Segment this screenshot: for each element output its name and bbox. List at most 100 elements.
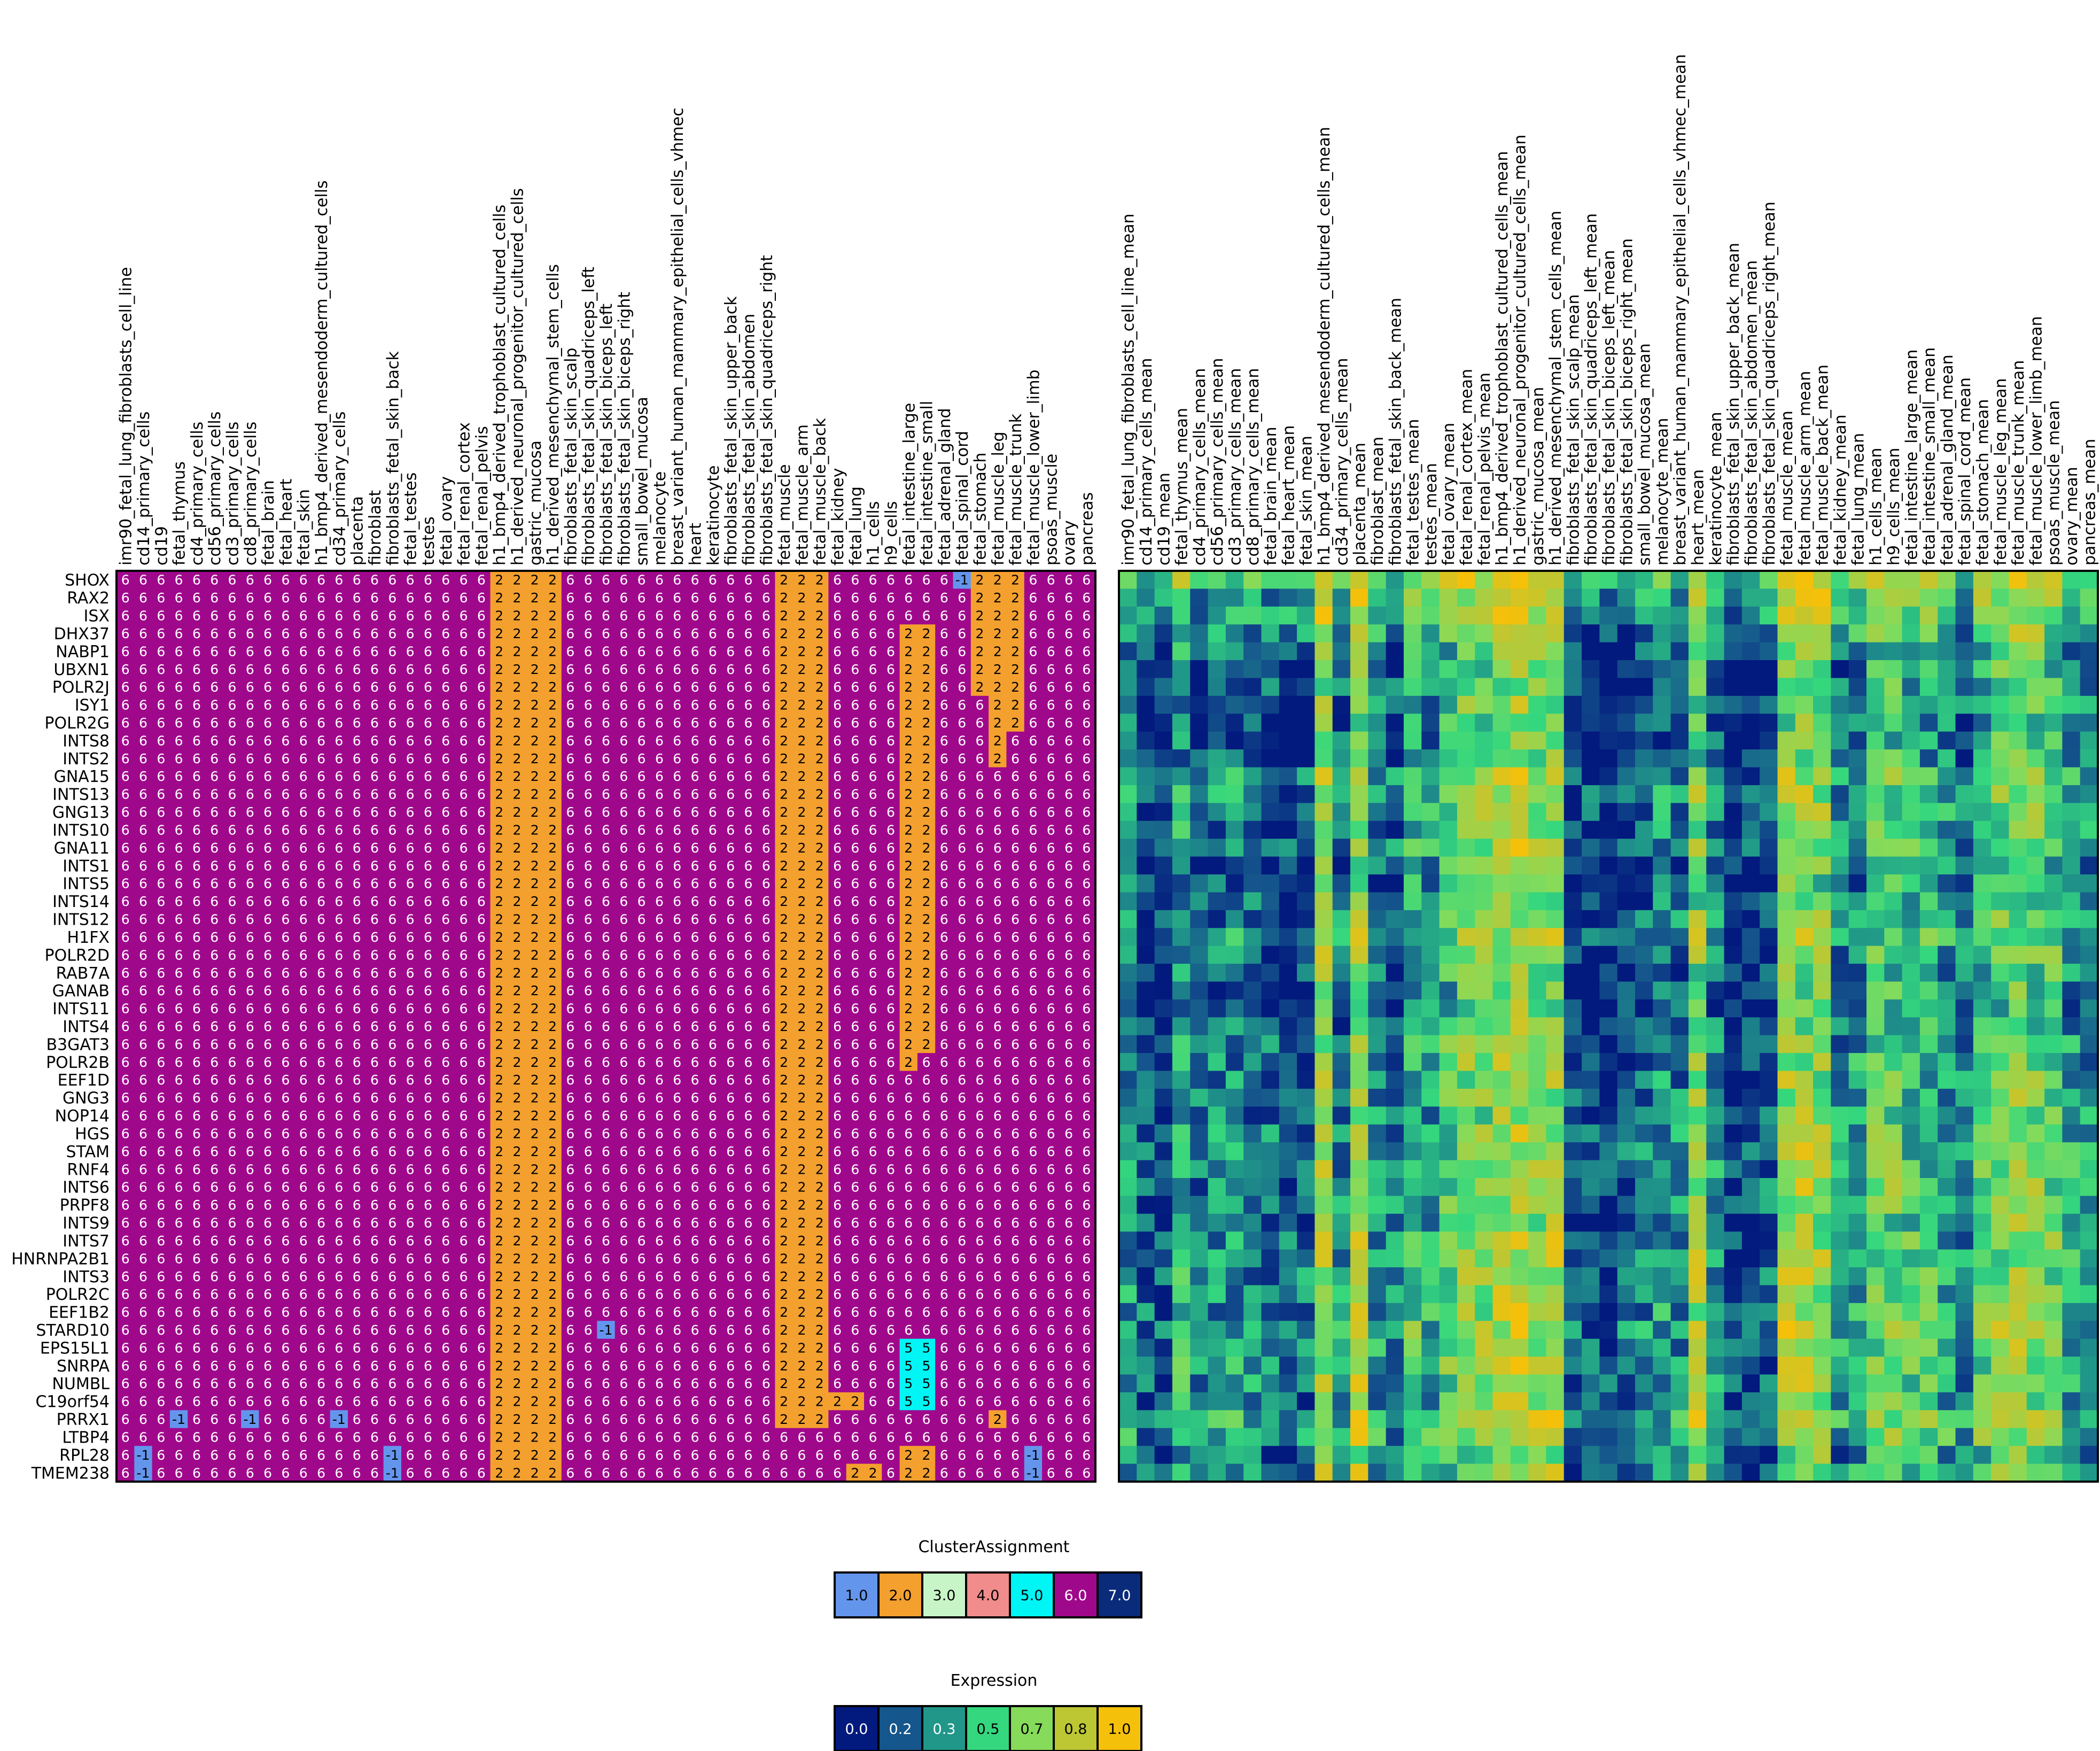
cluster-cell-label: 6 <box>1029 1340 1037 1355</box>
cluster-cell-label: 2 <box>815 929 824 945</box>
cluster-cell <box>668 571 687 590</box>
cluster-cell-label: 6 <box>281 1180 290 1195</box>
cluster-cell-label: 6 <box>263 1072 272 1088</box>
cluster-cell-label: 6 <box>958 1126 966 1141</box>
cluster-cell-label: 6 <box>833 787 842 802</box>
cluster-cell-label: 6 <box>886 840 895 856</box>
cluster-cell-label: 6 <box>228 590 237 606</box>
cluster-cell-label: 6 <box>619 894 628 909</box>
cluster-cell-label: 2 <box>531 662 539 677</box>
cluster-cell-label: 6 <box>602 1215 610 1231</box>
cluster-cell-label: 6 <box>210 1019 219 1034</box>
cluster-cell-label: 6 <box>637 1144 646 1159</box>
cluster-cell-label: 2 <box>495 1305 503 1320</box>
cluster-cell <box>864 606 882 625</box>
cluster-cell-label: 6 <box>637 947 646 963</box>
cluster-cell-label: 6 <box>1011 822 1020 838</box>
cluster-cell-label: 6 <box>566 1233 574 1249</box>
cluster-cell-label: 6 <box>228 1340 237 1355</box>
cluster-cell-label: 2 <box>797 1072 806 1088</box>
cluster-cell-label: 6 <box>940 804 948 820</box>
cluster-cell-label: 6 <box>370 1108 379 1124</box>
cluster-cell-label: 6 <box>1029 947 1037 963</box>
cluster-cell-label: 6 <box>673 1144 681 1159</box>
cluster-cell-label: 6 <box>726 1197 735 1213</box>
cluster-cell-label: 6 <box>299 1055 308 1070</box>
cluster-cell-label: 6 <box>726 912 735 927</box>
cluster-cell-label: 2 <box>993 679 1002 695</box>
cluster-cell-label: 6 <box>121 804 130 820</box>
cluster-cell-label: 2 <box>922 983 931 998</box>
cluster-cell-label: 6 <box>673 698 681 713</box>
cluster-cell-label: 6 <box>851 644 859 659</box>
cluster-cell-label: 6 <box>976 698 984 713</box>
cluster-cell-label: 6 <box>940 876 948 892</box>
cluster-cell-label: 6 <box>477 1090 486 1106</box>
cluster-cell-label: 6 <box>441 1305 450 1320</box>
cluster-cell-label: 6 <box>175 894 183 909</box>
cluster-cell-label: 6 <box>477 679 486 695</box>
cluster-cell-label: 6 <box>958 1001 966 1017</box>
cluster-cell-label: 6 <box>869 1019 877 1034</box>
cluster-cell-label: 6 <box>139 662 147 677</box>
cluster-cell-label: 6 <box>726 1322 735 1338</box>
cluster-cell <box>739 588 758 607</box>
cluster-cell-label: 6 <box>976 1108 984 1124</box>
cluster-cell-label: 6 <box>460 822 468 838</box>
cluster-cell-label: 6 <box>370 1251 379 1266</box>
cluster-cell-label: 6 <box>709 983 717 998</box>
cluster-cell-label: 2 <box>815 1019 824 1034</box>
cluster-cell-label: 6 <box>263 1036 272 1052</box>
cluster-cell <box>953 588 971 607</box>
cluster-cell-label: 6 <box>317 608 325 624</box>
cluster-cell-label: 6 <box>406 1376 415 1391</box>
cluster-cell-label: 6 <box>424 572 432 588</box>
cluster-cell-label: 6 <box>691 840 699 856</box>
cluster-cell-label: 6 <box>477 1269 486 1284</box>
cluster-cell-label: 6 <box>1011 1090 1020 1106</box>
cluster-cell-label: 6 <box>424 1197 432 1213</box>
cluster-cell-label: 6 <box>335 572 343 588</box>
cluster-cell-label: 6 <box>263 572 272 588</box>
cluster-cell-label: 6 <box>210 1126 219 1141</box>
cluster-cell-label: 2 <box>548 965 557 981</box>
cluster-cell-label: 6 <box>1047 1322 1055 1338</box>
cluster-cell-label: 6 <box>121 1180 130 1195</box>
cluster-cell-label: 6 <box>602 1126 610 1141</box>
cluster-cell-label: 6 <box>121 822 130 838</box>
cluster-cell-label: 6 <box>157 947 165 963</box>
cluster-cell-label: 2 <box>548 947 557 963</box>
cluster-cell-label: 6 <box>441 608 450 624</box>
cluster-cell-label: 6 <box>353 698 361 713</box>
cluster-cell-label: 6 <box>406 1269 415 1284</box>
cluster-cell-label: 6 <box>726 858 735 873</box>
cluster-cell-label: 6 <box>976 1251 984 1266</box>
cluster-cell-label: 6 <box>958 1322 966 1338</box>
cluster-cell-label: 6 <box>744 1251 753 1266</box>
cluster-cell-label: 6 <box>139 929 147 945</box>
cluster-cell-label: 6 <box>993 1161 1002 1177</box>
cluster-cell-label: 2 <box>797 1269 806 1284</box>
cluster-cell-label: 6 <box>1064 1090 1073 1106</box>
cluster-cell-label: 6 <box>976 1215 984 1231</box>
cluster-cell-label: 6 <box>655 1287 664 1302</box>
cluster-cell-label: 6 <box>317 787 325 802</box>
cluster-cell-label: 6 <box>353 1090 361 1106</box>
cluster-cell-label: 6 <box>709 804 717 820</box>
cluster-cell-label: 6 <box>673 840 681 856</box>
cluster-cell <box>757 571 776 590</box>
cluster-cell-label: 6 <box>192 1269 201 1284</box>
cluster-cell-label: 6 <box>1064 929 1073 945</box>
cluster-cell <box>526 606 545 625</box>
cluster-cell-label: 2 <box>513 1090 522 1106</box>
cluster-cell-label: 6 <box>762 644 771 659</box>
cluster-cell-label: 2 <box>904 626 913 641</box>
cluster-cell-label: 6 <box>477 787 486 802</box>
cluster-cell-label: 6 <box>424 1287 432 1302</box>
cluster-cell-label: 6 <box>762 1055 771 1070</box>
cluster-cell-label: 6 <box>886 1055 895 1070</box>
cluster-cell-label: 6 <box>460 1019 468 1034</box>
cluster-cell-label: 6 <box>744 1126 753 1141</box>
cluster-cell-label: 2 <box>797 1055 806 1070</box>
cluster-cell-label: 6 <box>904 1180 913 1195</box>
